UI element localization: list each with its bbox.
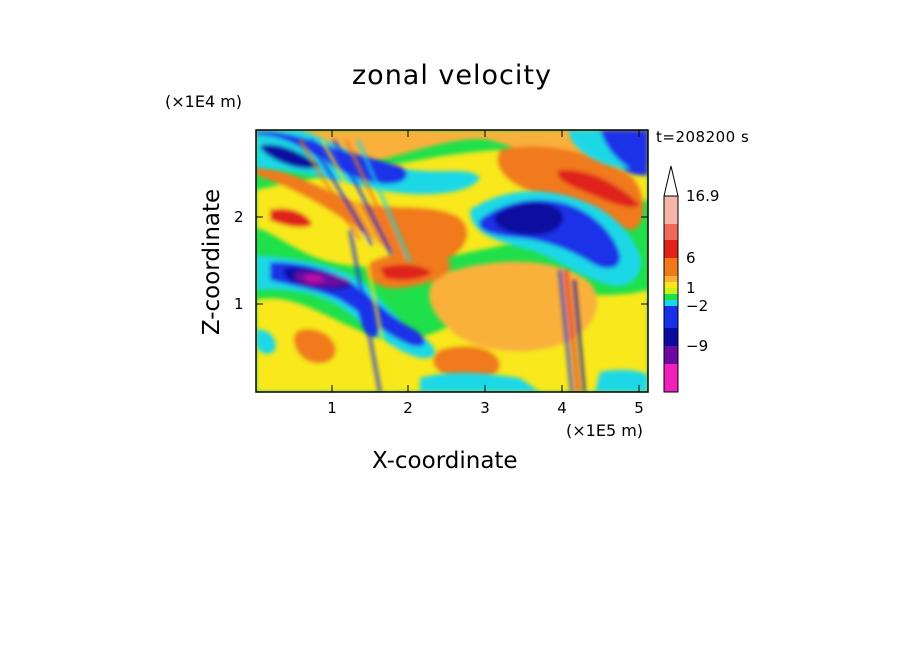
cb-seg-12 — [664, 346, 678, 364]
chart-title: zonal velocity — [352, 60, 552, 91]
x-axis-unit: (×1E5 m) — [566, 421, 644, 440]
x-tick-label: 3 — [480, 399, 490, 417]
x-tick-label: 5 — [634, 399, 644, 417]
velocity-field — [256, 130, 648, 392]
y-axis-label: Z-coordinate — [199, 188, 225, 336]
x-tick-label: 4 — [557, 399, 567, 417]
region-red-band — [380, 264, 432, 280]
cb-seg-13 — [664, 364, 678, 392]
colorbar-tick-label: 6 — [686, 249, 696, 267]
cb-seg-11 — [664, 328, 678, 346]
colorbar — [663, 165, 679, 393]
wave-streaks — [298, 139, 586, 392]
region-orange-right — [497, 146, 644, 230]
colorbar-tick-label: 1 — [686, 279, 696, 297]
colorbar-tick-label: −2 — [686, 297, 709, 315]
x-tick-label: 1 — [327, 399, 337, 417]
region-orange-low-left — [293, 329, 336, 364]
colorbar-tick-label: 16.9 — [686, 187, 720, 205]
region-red-left — [270, 208, 312, 228]
cb-seg-6 — [664, 282, 678, 288]
x-axis-label: X-coordinate — [372, 448, 518, 474]
colorbar-extend-arrow — [663, 165, 679, 197]
x-tick-label: 2 — [403, 399, 413, 417]
y-axis-unit: (×1E4 m) — [165, 92, 243, 111]
region-darkblue-right — [494, 202, 564, 235]
region-cyan-bottomright — [595, 369, 648, 392]
cb-seg-10 — [664, 306, 678, 328]
y-axis-ticks — [256, 216, 648, 305]
x-axis-ticks — [331, 130, 640, 392]
y-tick-label: 2 — [234, 208, 244, 226]
cb-seg-4 — [664, 258, 678, 276]
region-cyan-topright — [569, 130, 630, 169]
region-cyan-lowleft — [256, 329, 276, 354]
region-magenta-core — [305, 274, 325, 283]
cb-seg-2 — [664, 224, 678, 240]
cb-seg-9 — [664, 300, 678, 306]
cb-seg-5 — [664, 276, 678, 282]
colorbar-frame — [663, 195, 679, 393]
colorbar-tick-label: −9 — [686, 337, 709, 355]
plot-frame — [255, 129, 649, 393]
cb-seg-8 — [664, 294, 678, 300]
region-orange-low-mid — [433, 345, 500, 381]
region-red-right — [557, 169, 640, 208]
region-darkblue-topleft — [260, 144, 320, 169]
time-annotation: t=208200 s — [656, 128, 750, 146]
region-lightorange-center — [429, 261, 598, 352]
y-tick-label: 1 — [234, 295, 244, 313]
cb-seg-3 — [664, 240, 678, 258]
cb-seg-1 — [664, 196, 678, 224]
cb-seg-7 — [664, 288, 678, 294]
region-cyan-bottom — [420, 372, 540, 392]
